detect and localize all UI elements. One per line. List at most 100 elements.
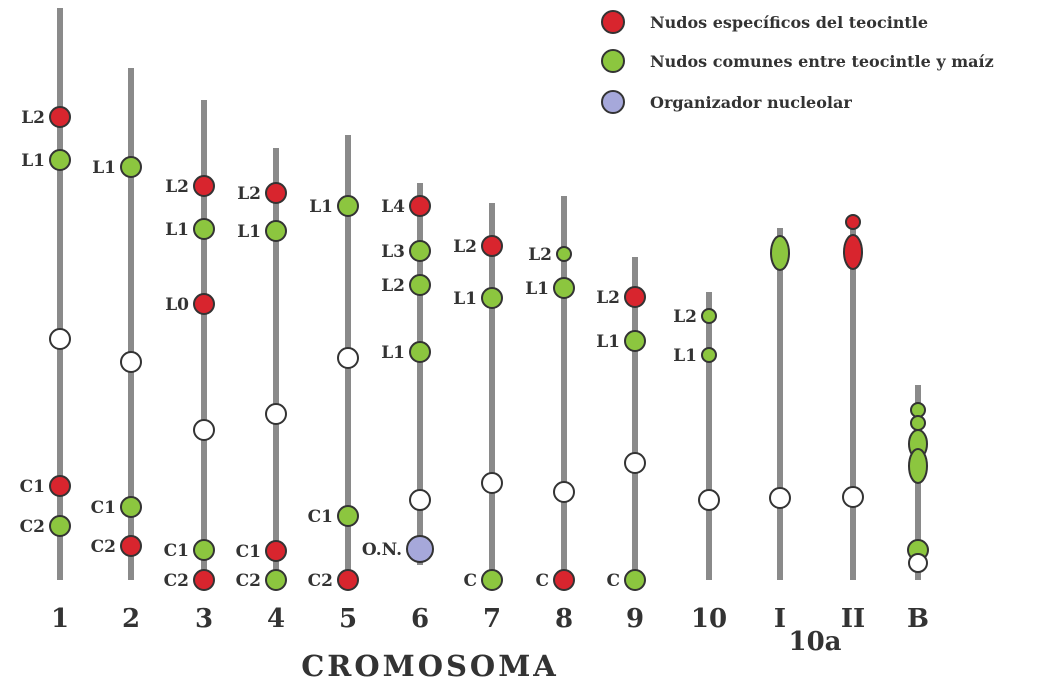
knob-green xyxy=(701,308,717,324)
knob-red xyxy=(265,182,287,204)
knob-green xyxy=(120,156,142,178)
chromosome-bar xyxy=(632,257,638,580)
legend-item-red: Nudos específicos del teocintle xyxy=(601,10,928,34)
chromosome-2: L1 C1 C2 2 xyxy=(91,68,142,634)
knob-green xyxy=(910,415,926,431)
knob-label: L1 xyxy=(596,332,620,352)
knob-green xyxy=(193,539,215,561)
knob-label: L3 xyxy=(381,242,405,262)
knob-label: L2 xyxy=(165,177,189,197)
chromosome-B: B xyxy=(907,385,929,634)
chromosome-number: 1 xyxy=(51,604,69,634)
knob-green xyxy=(624,330,646,352)
knob-label: C1 xyxy=(164,541,189,561)
knob-label: L1 xyxy=(92,158,116,178)
chromosome-bar xyxy=(128,68,134,580)
chromosome-number: 5 xyxy=(339,604,357,634)
knob-red xyxy=(49,106,71,128)
chromosome-bar xyxy=(417,183,423,565)
chromosome-number: 7 xyxy=(483,604,501,634)
chromosome-bar xyxy=(561,196,567,580)
knob-red xyxy=(845,214,861,230)
knob-green xyxy=(193,218,215,240)
knob-red xyxy=(193,569,215,591)
legend-swatch-red xyxy=(601,10,625,34)
knob-red xyxy=(843,234,863,270)
knob-label: C1 xyxy=(308,507,333,527)
chromosome-bar xyxy=(201,100,207,580)
knob-white xyxy=(553,481,575,503)
legend-label: Nudos específicos del teocintle xyxy=(650,13,928,32)
chromosome-5: L1 C1 C2 5 xyxy=(308,135,359,634)
knob-green xyxy=(481,569,503,591)
knob-white xyxy=(624,452,646,474)
knob-label: L2 xyxy=(453,237,477,257)
knob-label: L2 xyxy=(381,276,405,296)
knob-red xyxy=(49,475,71,497)
knob-label: C xyxy=(535,571,549,591)
chromosome-bar xyxy=(489,203,495,580)
knob-green xyxy=(553,277,575,299)
knob-white xyxy=(481,472,503,494)
knob-label: C2 xyxy=(164,571,189,591)
chromosome-number: 3 xyxy=(195,604,213,634)
chromosome-bar xyxy=(57,8,63,580)
chromosome-3: L2 L1 L0 C1 C2 3 xyxy=(164,100,215,634)
chromosome-bar xyxy=(777,228,783,580)
legend-label: Nudos comunes entre teocintle y maíz xyxy=(650,52,994,71)
knob-label: C2 xyxy=(20,517,45,537)
knob-label: L1 xyxy=(525,279,549,299)
knob-green xyxy=(409,240,431,262)
knob-green xyxy=(49,515,71,537)
knob-green xyxy=(337,195,359,217)
knob-label: L1 xyxy=(381,343,405,363)
knob-white xyxy=(908,553,928,573)
chromosomes: L2L1C1C21L1C1C22L2L1L0C1C23L2L1C1C24L1C1… xyxy=(20,8,929,634)
chromosome-number: 6 xyxy=(411,604,429,634)
knob-label: L1 xyxy=(165,220,189,240)
knob-label: C1 xyxy=(236,542,261,562)
knob-white xyxy=(193,419,215,441)
chromosome-bar xyxy=(706,292,712,580)
chromosome-number: 4 xyxy=(267,604,285,634)
chromosome-9: L2 L1 C9 xyxy=(596,257,646,634)
chromosome-bar xyxy=(273,148,279,580)
knob-label: L2 xyxy=(21,108,45,128)
knob-white xyxy=(769,487,791,509)
knob-blue xyxy=(406,535,434,563)
knob-green xyxy=(701,347,717,363)
knob-label: L2 xyxy=(237,184,261,204)
chromosome-II: II xyxy=(841,214,865,634)
knob-green xyxy=(265,569,287,591)
knob-white xyxy=(120,351,142,373)
knob-label: O.N. xyxy=(362,540,402,560)
knob-white xyxy=(842,486,864,508)
knob-label: L0 xyxy=(165,295,189,315)
knob-label: L1 xyxy=(237,222,261,242)
chromosome-number: B xyxy=(907,604,929,634)
legend-label: Organizador nucleolar xyxy=(650,93,852,112)
knob-green xyxy=(49,149,71,171)
chromosome-6: L4 L3 L2 L1 O.N. 6 xyxy=(362,183,434,634)
knob-white xyxy=(265,403,287,425)
knob-label: C2 xyxy=(236,571,261,591)
knob-green xyxy=(409,274,431,296)
chromosome-number: II xyxy=(841,604,865,634)
knob-label: C1 xyxy=(91,498,116,518)
knob-label: L2 xyxy=(673,307,697,327)
chromosome-4: L2 L1 C1 C2 4 xyxy=(236,148,287,634)
chromosome-number: I xyxy=(774,604,786,634)
chromosome-number: 10 xyxy=(691,604,727,634)
knob-green xyxy=(770,235,790,271)
sublabel-10a: 10a xyxy=(788,627,841,657)
chromosome-8: L2 L1 C8 xyxy=(525,196,575,634)
knob-label: L1 xyxy=(453,289,477,309)
knob-label: L1 xyxy=(673,346,697,366)
knob-red xyxy=(481,235,503,257)
knob-white xyxy=(409,489,431,511)
chromosome-7: L2 L1 C7 xyxy=(453,203,503,634)
chromosome-number: 2 xyxy=(122,604,140,634)
chromosome-10: L2 L1 10 xyxy=(673,292,727,634)
knob-red xyxy=(337,569,359,591)
